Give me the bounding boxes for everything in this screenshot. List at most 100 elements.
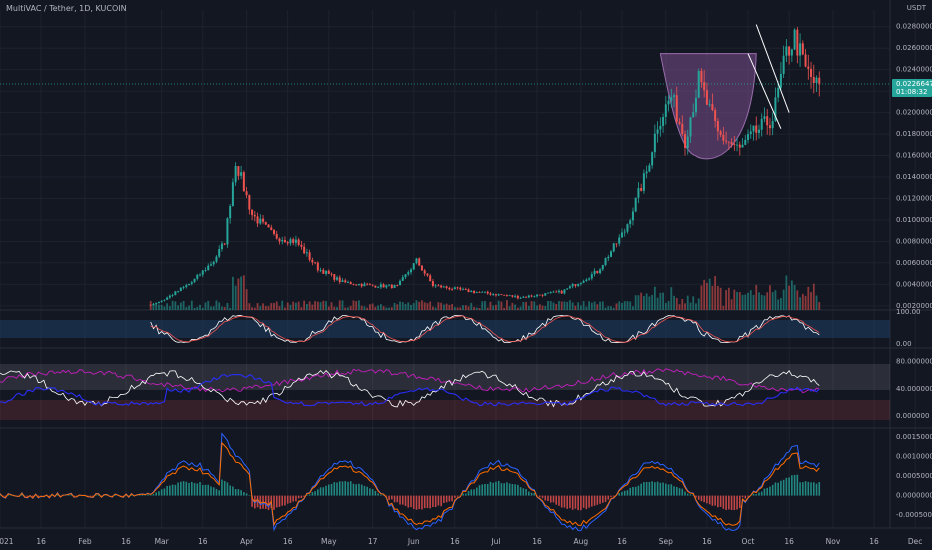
macd-histogram-bar [508,483,511,496]
volume-bar [495,304,497,310]
macd-histogram-bar [815,483,818,496]
candle-body [355,284,358,286]
macd-histogram-bar [158,491,160,496]
candle-body [434,285,437,287]
macd-histogram-bar [566,495,568,509]
time-axis[interactable]: 2021 16 Feb 16 Mar 16 Apr 16 May 17 Jun 16 Jul 16 Aug 1… [0,537,932,546]
macd-histogram [0,474,821,511]
volume-bar [560,301,563,310]
macd-histogram-bar [497,480,500,496]
candle-body [640,188,643,191]
volume-bar [366,307,369,310]
macd-histogram-bar [506,482,508,496]
candle-body [459,287,462,290]
candle-body [552,291,555,293]
candle-body [341,280,344,282]
volume-bar [371,303,374,310]
candle-body [757,129,760,133]
candle-body [777,87,780,98]
candle-body [525,296,528,298]
macd-histogram-bar [333,482,336,496]
dmi-axis-tick: 40.000000 [896,385,932,393]
candle-body [251,209,254,216]
dmi-pane[interactable] [0,364,890,420]
macd-histogram-bar [788,477,790,496]
volume-bar [221,306,223,310]
candle-body [514,295,517,297]
macd-histogram-bar [325,485,327,496]
candle-body [344,280,347,283]
macd-histogram-bar [240,490,242,496]
volume-bar [486,307,489,310]
macd-histogram-bar [569,495,571,509]
candle-body [388,284,391,286]
macd-histogram-bar [700,495,703,502]
macd-axis-tick: 0.0010000 [896,452,932,460]
macd-histogram-bar [492,482,494,496]
volume-bar [758,292,760,310]
candle-body [618,237,621,244]
macd-histogram-bar [273,495,275,510]
macd-pane[interactable] [0,432,821,532]
volume-bar [163,306,166,310]
volume-bar [763,295,766,310]
macd-histogram-bar [500,483,503,496]
volume-bar [596,304,599,310]
candle-body [396,285,399,286]
macd-histogram-bar [193,483,196,496]
macd-histogram-bar [344,481,347,496]
macd-histogram-bar [232,486,234,496]
macd-histogram-bar [191,481,193,496]
macd-histogram-bar [591,495,593,507]
candle-body [801,43,804,55]
candle-body [771,120,774,129]
volume-bar [281,300,284,310]
candle-body [294,239,297,243]
macd-histogram-bar [122,495,125,497]
candle-body [410,269,412,273]
candle-body [185,285,188,287]
volume-bar [558,301,560,310]
macd-histogram-bar [574,495,577,509]
macd-histogram-bar [744,495,747,499]
candle-body [431,281,434,287]
candle-body [607,256,610,259]
candle-body [429,275,432,282]
macd-histogram-bar [495,481,497,496]
volume-bar [448,304,451,310]
macd-histogram-bar [111,495,114,497]
candle-body [412,263,415,270]
candle-body [259,218,262,224]
candle-body [505,295,508,296]
macd-histogram-bar [456,495,459,497]
macd-histogram-bar [552,495,555,503]
volume-bar [527,306,530,310]
candle-body [560,290,563,294]
macd-histogram-bar [533,493,536,496]
stoch-band [0,320,890,338]
price-pane[interactable] [0,24,890,310]
price-axis[interactable]: 0.02800000.02600000.02400000.02200000.02… [896,23,932,519]
stochastic-rsi-pane[interactable] [0,315,890,343]
volume-bar [245,289,248,310]
macd-histogram-bar [177,482,179,496]
macd-histogram-bar [426,495,429,509]
macd-histogram-bar [465,493,467,496]
time-axis-tick: Jun [407,537,420,546]
volume-bar [292,301,295,310]
volume-bar [719,287,722,310]
macd-histogram-bar [234,489,237,496]
macd-histogram-bar [26,495,29,497]
volume-bar [349,305,352,310]
macd-histogram-bar [730,495,733,511]
volume-bar [204,302,207,310]
volume-bar [656,297,659,310]
macd-histogram-bar [467,491,470,496]
macd-histogram-bar [292,495,294,502]
price-axis-tick: 0.0100000 [896,216,932,224]
volume-bar [695,303,697,310]
macd-histogram-bar [418,495,421,510]
macd-histogram-bar [421,495,423,510]
